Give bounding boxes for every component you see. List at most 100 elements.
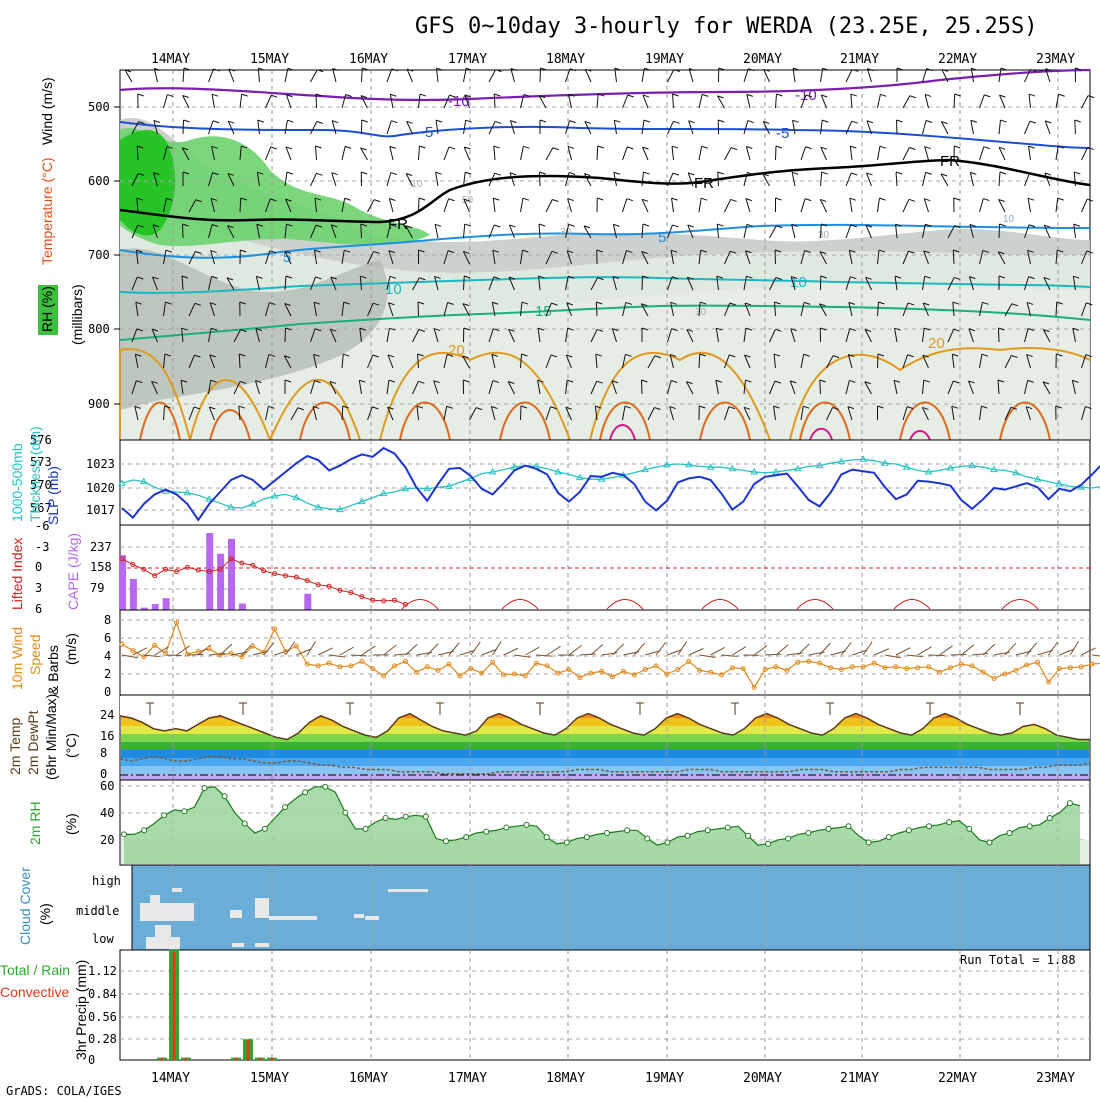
rh-point	[543, 834, 550, 841]
temp-tick-label: 16	[100, 729, 114, 743]
pressure-tick-label: 800	[88, 322, 110, 336]
wind-barb-flag	[508, 276, 516, 280]
wind-barb	[228, 68, 235, 83]
wind-barb-flag	[717, 95, 724, 99]
wind-barb-flag	[360, 275, 367, 279]
contour-label: 30	[818, 230, 830, 241]
wind-barb-flag	[565, 406, 572, 410]
wind-barb-flag	[388, 379, 396, 383]
wind-barb-flag	[390, 172, 398, 176]
temperature-band	[121, 742, 1089, 750]
wind-barb	[1081, 354, 1087, 369]
wind-barb-flag	[567, 198, 574, 202]
temp-contour-30	[609, 424, 931, 441]
wind-barb-flag	[907, 354, 914, 358]
wind-barb	[590, 381, 598, 395]
wind-barb-flag	[832, 355, 840, 359]
wind-barb-flag	[406, 68, 414, 72]
lifted-index-tick-label: 3	[35, 581, 42, 595]
wind-barb	[1081, 147, 1089, 161]
pressure-tick-label: 500	[88, 100, 110, 114]
wind-barb	[968, 328, 974, 343]
wind-barb-flag	[969, 276, 976, 280]
wind10m-barb	[982, 643, 996, 656]
wind-barb	[388, 198, 394, 213]
precip-convective-bar	[160, 1057, 164, 1060]
wind-barb	[208, 328, 212, 343]
wind10m-barb	[590, 644, 604, 656]
wind-barb-flag	[210, 197, 218, 201]
wind-speed-point	[817, 660, 823, 666]
wind-barb-flag	[463, 379, 470, 383]
wind-barb-flag	[434, 275, 441, 279]
wind-barb	[510, 68, 515, 83]
wind-barb-flag	[700, 249, 707, 253]
wind-barb-flag	[745, 379, 752, 383]
wind10m-axis-label: 10m Wind	[9, 627, 25, 690]
wind-speed-point	[947, 665, 953, 671]
wind-barb-flag	[701, 145, 708, 149]
dewpt2m-axis-label: 2m DewPt	[25, 710, 41, 775]
wind-barb-flag	[389, 275, 397, 279]
wind-speed-point	[904, 666, 910, 672]
wind-barb-flag	[136, 328, 143, 332]
wind10m-barb	[721, 654, 738, 657]
wind-barb-flag	[567, 327, 574, 331]
wind-barb	[947, 329, 955, 343]
wind10m-barb	[350, 654, 367, 657]
wind10m-barb	[797, 643, 810, 656]
wind-barb-flag	[568, 93, 575, 97]
wind-barb-flag	[970, 119, 977, 123]
wind-barb-flag	[435, 119, 443, 123]
wind-speed-point	[708, 669, 714, 675]
wind-speed-point	[991, 676, 997, 681]
thickness-point	[423, 484, 432, 492]
wind-barb	[341, 302, 345, 317]
wind-barb-flag	[315, 276, 322, 280]
wind-barb	[152, 172, 158, 187]
wind-barb	[488, 173, 496, 187]
lifted-index-point	[381, 598, 387, 604]
wind-barb	[386, 68, 393, 83]
wind-barb-flag	[598, 93, 605, 97]
wind-barb-flag	[183, 119, 190, 123]
wind-barb-flag	[847, 406, 855, 410]
wind-barb-flag	[419, 93, 427, 97]
wind-barb-flag	[688, 172, 695, 176]
wind-barb	[284, 303, 292, 317]
wind-barb-flag	[239, 380, 247, 384]
wind-barb	[284, 224, 287, 239]
wind-barb	[769, 329, 776, 343]
wind10m-barb	[1048, 641, 1059, 656]
wind-barb-flag	[1056, 301, 1063, 305]
wind10m-barb	[579, 653, 596, 656]
wind-barb	[537, 380, 541, 395]
wind-barb-flag	[1027, 197, 1035, 201]
wind-barb-flag	[776, 93, 783, 97]
wind-barb-flag	[285, 198, 292, 202]
lifted-index-hump	[606, 599, 644, 610]
wind-barb	[255, 328, 260, 343]
wind-barb	[997, 251, 1006, 265]
wind-barb	[290, 407, 299, 421]
wind-speed-point	[762, 667, 768, 672]
wind-barb-flag	[1086, 302, 1093, 306]
wind-barb-flag	[226, 277, 234, 281]
wind-barb-flag	[167, 94, 174, 98]
wind-barb-flag	[673, 120, 680, 124]
wind-barb	[902, 95, 911, 109]
wind-barb-flag	[210, 250, 217, 254]
wind-barb	[716, 224, 719, 239]
wind-barb	[792, 120, 796, 135]
wind10m-barb	[939, 645, 953, 656]
wind-barb	[769, 380, 776, 395]
wind-barb	[667, 69, 675, 83]
wind-barb	[923, 250, 929, 265]
wind-speed-point	[838, 667, 844, 672]
thickness-slp-panel: 576 573 570 567 1023 1020 1017	[30, 433, 1100, 526]
contour-label: 20	[928, 335, 945, 352]
temp2m-axis-label: 2m Temp	[7, 717, 23, 775]
thickness-point	[881, 459, 889, 466]
wind-barb	[209, 302, 215, 317]
wind10m-barb	[296, 648, 312, 656]
